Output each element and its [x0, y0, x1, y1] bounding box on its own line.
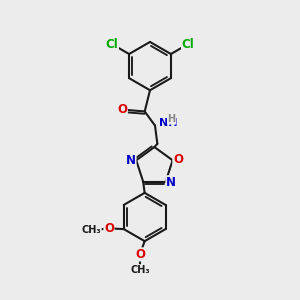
Text: O: O	[117, 103, 127, 116]
Text: Cl: Cl	[182, 38, 194, 51]
Text: N: N	[126, 154, 136, 167]
Text: CH₃: CH₃	[130, 265, 150, 275]
Text: CH₃: CH₃	[82, 225, 101, 235]
Text: H: H	[167, 114, 175, 124]
Text: O: O	[136, 248, 146, 261]
Text: NH: NH	[159, 118, 178, 128]
Text: O: O	[173, 153, 183, 166]
Text: N: N	[166, 176, 176, 189]
Text: O: O	[104, 222, 114, 235]
Text: Cl: Cl	[106, 38, 118, 51]
